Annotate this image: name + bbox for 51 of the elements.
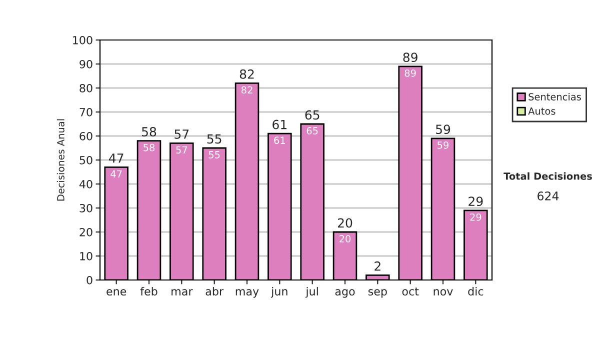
- y-tick-label: 100: [73, 36, 92, 44]
- data-label: 58: [144, 144, 155, 152]
- y-tick-label: 90: [80, 60, 92, 68]
- total-label: 61: [272, 120, 286, 130]
- data-label: 89: [404, 69, 416, 77]
- x-tick-label: jun: [270, 286, 288, 298]
- total-label: 29: [468, 196, 483, 206]
- data-label: 82: [241, 86, 252, 94]
- x-tick-label: ene: [106, 289, 126, 296]
- x-tick-label: may: [236, 289, 259, 298]
- data-label: 29: [470, 213, 482, 221]
- total-label: 58: [142, 127, 156, 136]
- text: 624: [538, 191, 559, 200]
- total-label: 59: [436, 124, 450, 134]
- total-label: 82: [240, 69, 254, 79]
- y-tick-label: 50: [80, 156, 92, 164]
- total-label: 2: [374, 261, 380, 271]
- x-tick-label: jul: [306, 286, 318, 298]
- data-label: 47: [110, 170, 122, 178]
- legend-label: Autos: [528, 108, 556, 115]
- y-tick-label: 80: [80, 84, 92, 92]
- total-label: 55: [207, 134, 222, 144]
- legend-label: Sentencias: [528, 92, 581, 100]
- data-label: 59: [438, 141, 448, 149]
- x-tick-label: abr: [206, 286, 224, 296]
- total-label: 47: [108, 154, 124, 163]
- data-label: 65: [306, 127, 318, 134]
- text: Total Decisiones: [504, 172, 592, 180]
- x-tick-label: dic: [468, 286, 484, 296]
- y-tick-label: 60: [80, 132, 92, 140]
- x-tick-label: nov: [434, 289, 453, 296]
- y-tick-label: 40: [79, 180, 92, 188]
- data-label: 55: [208, 151, 220, 158]
- x-tick-label: oct: [402, 288, 419, 296]
- x-tick-label: sep: [368, 289, 387, 298]
- y-tick-label: 20: [80, 228, 92, 236]
- x-tick-label: mar: [172, 289, 193, 296]
- total-label: 65: [305, 110, 320, 120]
- y-tick-label: 30: [80, 204, 92, 212]
- y-tick-label: 0: [86, 276, 92, 284]
- data-label: 61: [274, 136, 285, 144]
- y-tick-label: 10: [80, 252, 92, 260]
- x-tick-label: ago: [335, 289, 355, 298]
- total-label: 57: [174, 130, 189, 139]
- total-label: 89: [403, 52, 418, 62]
- data-label: 20: [340, 235, 351, 242]
- data-label: 57: [176, 146, 188, 154]
- total-label: 20: [338, 218, 352, 228]
- x-tick-label: feb: [140, 286, 158, 296]
- y-axis-title: Decisiones Anual: [56, 119, 64, 201]
- y-tick-label: 70: [80, 108, 92, 116]
